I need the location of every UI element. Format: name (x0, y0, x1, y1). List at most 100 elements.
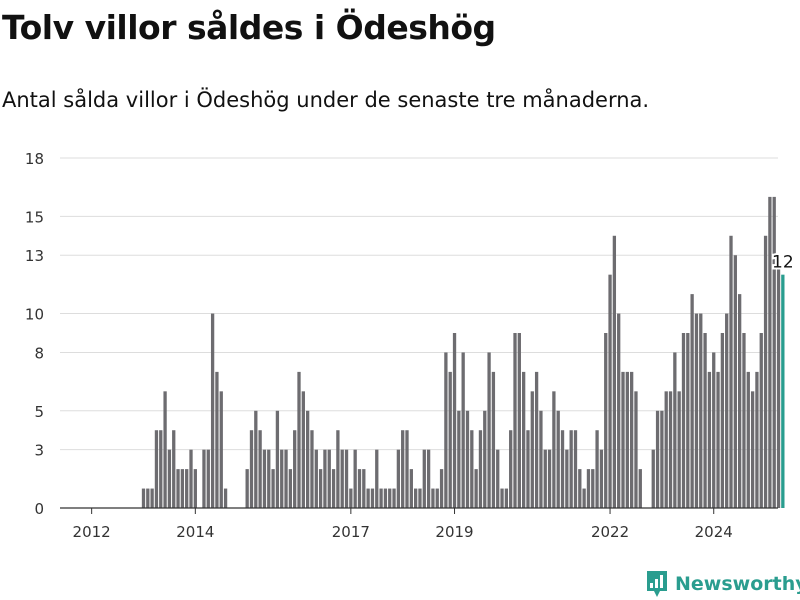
bar (310, 430, 314, 508)
bar (141, 488, 146, 508)
bar (357, 469, 362, 508)
y-tick-label: 8 (34, 344, 44, 362)
bar (418, 488, 422, 508)
bar (172, 430, 176, 508)
bar (556, 410, 560, 508)
bar (608, 274, 612, 508)
bar (746, 371, 750, 508)
bar (223, 488, 228, 508)
bar (759, 333, 763, 508)
bar (336, 430, 340, 508)
bar (638, 469, 642, 508)
bar (591, 469, 595, 508)
bar (530, 391, 534, 508)
bar (210, 313, 215, 508)
y-tick-label: 5 (34, 403, 44, 421)
bar (677, 391, 681, 508)
bar (755, 371, 759, 508)
bar (742, 333, 746, 508)
bar (439, 469, 444, 508)
bar (258, 430, 262, 508)
bar (284, 449, 288, 508)
y-tick-label: 0 (34, 500, 44, 518)
bar (526, 430, 530, 508)
bar (375, 449, 379, 508)
bar (612, 235, 617, 508)
bar (146, 488, 150, 508)
bar (280, 449, 284, 508)
bar (776, 255, 781, 508)
bar (185, 469, 189, 508)
bar (621, 371, 625, 508)
bar (396, 449, 401, 508)
bar (517, 333, 521, 508)
brand: Newsworthy (645, 569, 800, 599)
bar (547, 449, 552, 508)
bar (573, 430, 578, 508)
bar (448, 371, 452, 508)
y-tick-label: 10 (25, 306, 44, 324)
bar (267, 449, 271, 508)
latest-value-label: 12 (772, 253, 794, 273)
x-tick-label: 2012 (73, 523, 111, 541)
bar (604, 333, 608, 508)
bar (582, 488, 586, 508)
bar (271, 469, 275, 508)
bar (500, 488, 504, 508)
bar-latest (781, 274, 785, 508)
bar (595, 430, 599, 508)
bar (461, 352, 465, 508)
y-tick-label: 15 (25, 208, 44, 226)
brand-name: Newsworthy (675, 573, 800, 595)
bar (306, 410, 310, 508)
bar (163, 391, 167, 508)
bar (496, 449, 500, 508)
bar (293, 430, 297, 508)
bar (729, 235, 733, 508)
bar (668, 391, 673, 508)
bar (690, 294, 694, 508)
bar (262, 449, 267, 508)
bar (694, 313, 699, 508)
bar (539, 410, 543, 508)
bar (651, 449, 655, 508)
bar (470, 430, 474, 508)
bar (180, 469, 185, 508)
bar (388, 488, 392, 508)
bar (543, 449, 547, 508)
bar (370, 488, 375, 508)
bar (275, 410, 280, 508)
x-tick-label: 2014 (176, 523, 214, 541)
bar (318, 469, 323, 508)
bar (625, 371, 629, 508)
bar (483, 410, 487, 508)
bar (716, 371, 720, 508)
bar (193, 469, 197, 508)
bar (215, 371, 219, 508)
bar (159, 430, 163, 508)
bar (578, 469, 582, 508)
bar (699, 313, 703, 508)
bar (560, 430, 565, 508)
bar (491, 371, 496, 508)
bar (344, 449, 349, 508)
bar (569, 430, 573, 508)
bar (340, 449, 344, 508)
bar (465, 410, 470, 508)
bar (720, 333, 725, 508)
bar (249, 430, 254, 508)
bar (435, 488, 439, 508)
bar (504, 488, 509, 508)
bar (552, 391, 556, 508)
bar (487, 352, 491, 508)
bar (513, 333, 517, 508)
y-tick-label: 3 (34, 442, 44, 460)
bar (426, 449, 431, 508)
bar (254, 410, 258, 508)
bar (383, 488, 388, 508)
bar (245, 469, 249, 508)
bar (673, 352, 677, 508)
bar (327, 449, 331, 508)
bar (750, 391, 755, 508)
bar (379, 488, 383, 508)
